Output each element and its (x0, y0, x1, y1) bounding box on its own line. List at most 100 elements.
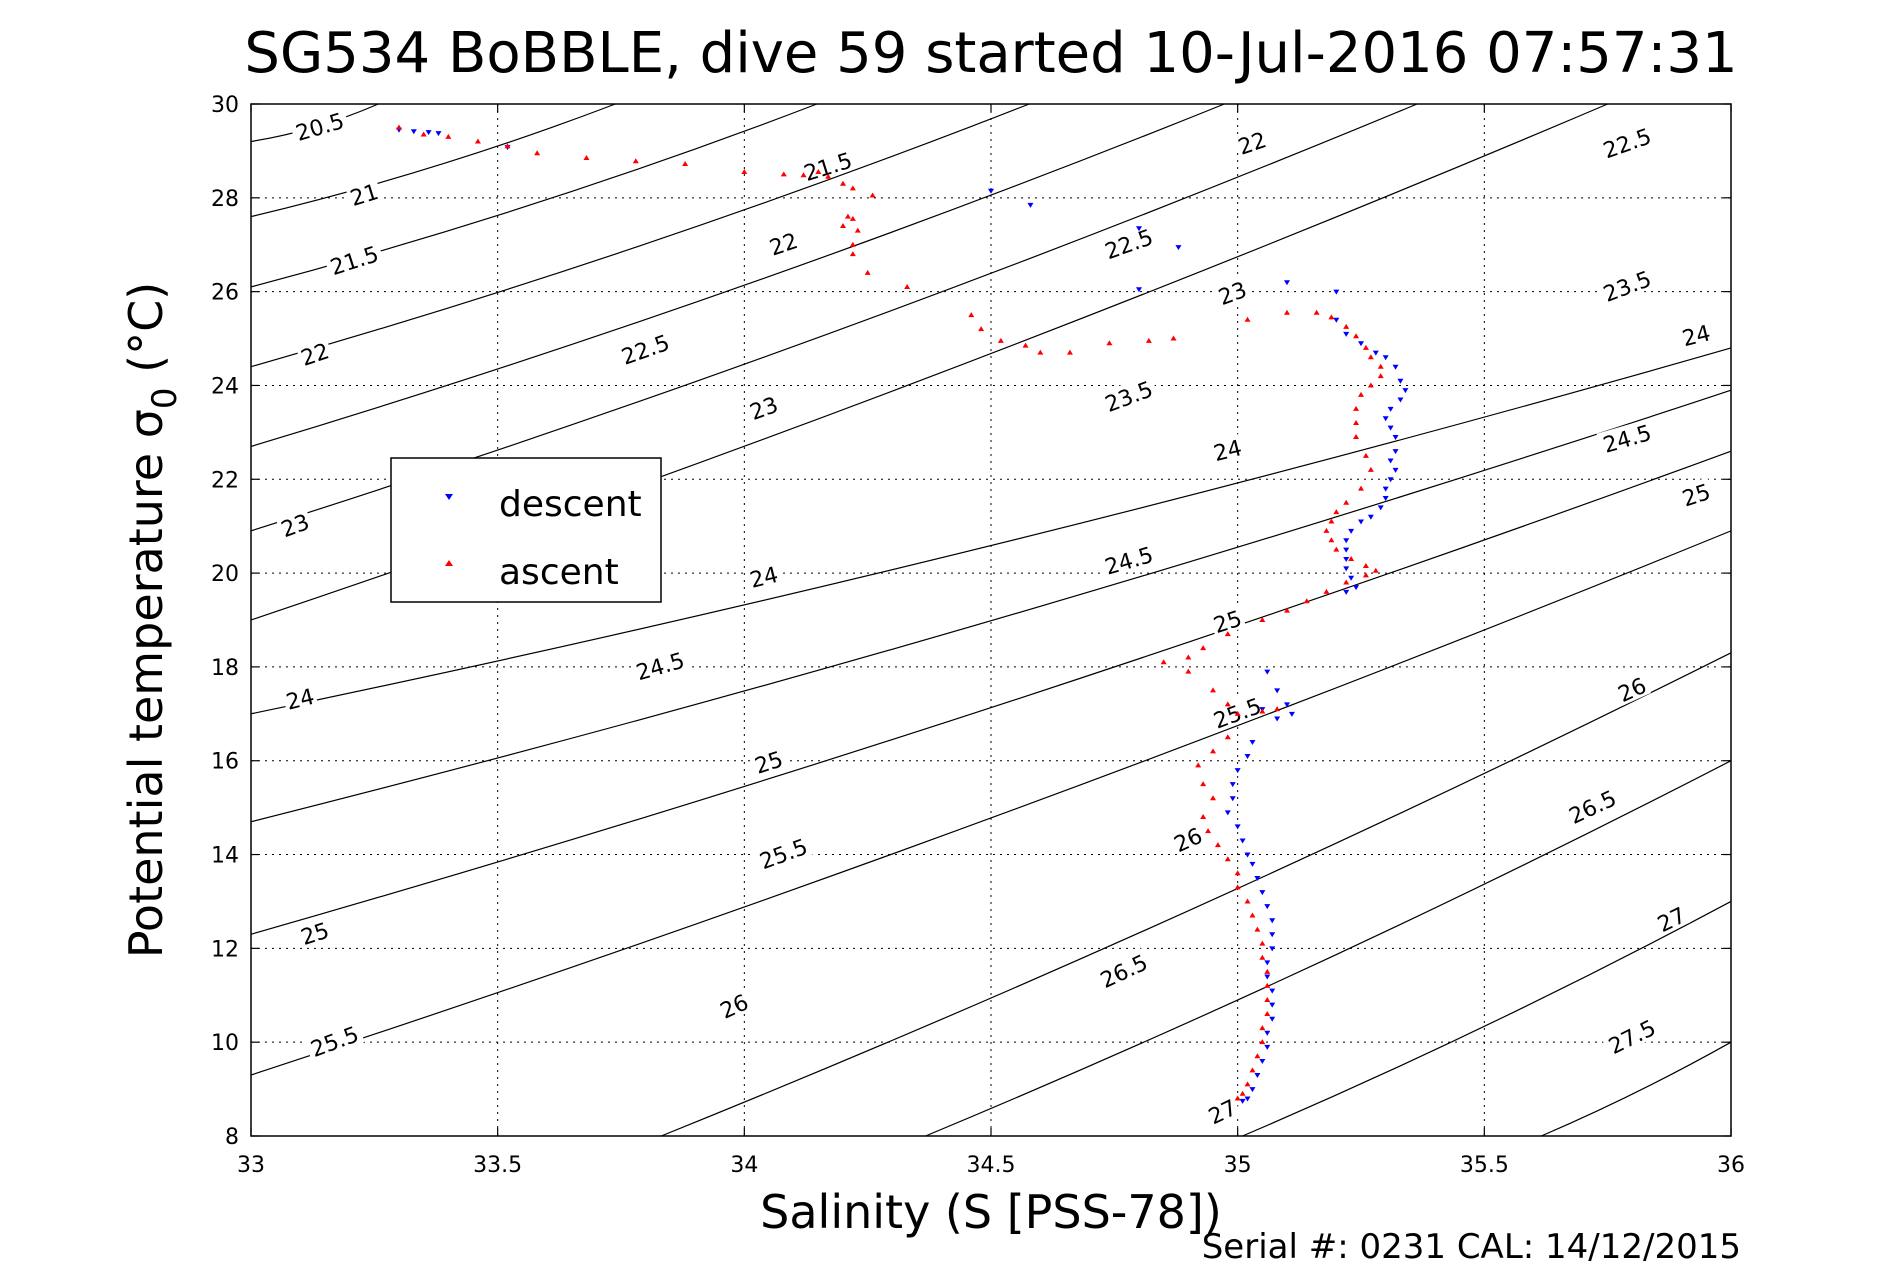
contour-label-bg (1212, 275, 1252, 309)
x-tick-label: 33 (237, 1153, 265, 1178)
ascent-point (1372, 567, 1379, 573)
ascent-point (1170, 335, 1177, 341)
descent-point (1392, 449, 1399, 455)
ascent-point (682, 161, 689, 167)
descent-point (1234, 768, 1241, 774)
descent-point (1397, 378, 1404, 384)
y-axis-label-unit: (°C) (119, 282, 173, 388)
descent-point (410, 129, 417, 135)
descent-point (1397, 397, 1404, 403)
ascent-point (1224, 734, 1231, 740)
ascent-point (800, 172, 807, 178)
descent-point (1259, 1058, 1266, 1064)
ascent-point (396, 124, 402, 130)
descent-point (1372, 350, 1379, 356)
legend-marker-ascent (445, 560, 453, 566)
ascent-point (780, 171, 787, 177)
descent-point (1239, 838, 1246, 844)
x-tick-label: 34 (730, 1153, 758, 1178)
descent-point (1264, 960, 1271, 966)
descent-point (1249, 1087, 1256, 1093)
ascent-point (968, 312, 975, 318)
descent-point (1229, 796, 1236, 802)
ascent-point (534, 150, 541, 156)
descent-point (1254, 1073, 1261, 1079)
descent-point (1392, 467, 1399, 473)
descent-point (1269, 1016, 1276, 1022)
contour-label-bg (1208, 433, 1246, 465)
ascent-point (1224, 701, 1231, 707)
ascent-point (825, 173, 832, 179)
descent-point (1367, 514, 1374, 520)
ascent-point (1362, 452, 1369, 458)
descent-point (1348, 575, 1355, 581)
ascent-point (1343, 323, 1350, 329)
plot-area (251, 104, 1731, 1136)
contour-line (1242, 900, 1732, 1137)
contour-label-bg (1561, 783, 1623, 829)
ascent-point (1210, 795, 1216, 801)
ascent-point (1210, 748, 1216, 754)
contour-label-bg (275, 507, 314, 542)
y-tick-label: 12 (211, 937, 239, 962)
contour-label-bg (295, 336, 334, 370)
ascent-point (1343, 499, 1350, 505)
contour-label-bg (295, 916, 334, 949)
y-tick-label: 26 (211, 281, 239, 306)
legend-marker-descent (445, 494, 453, 500)
contour-line (250, 347, 1732, 715)
contour-line (250, 103, 1225, 448)
descent-point (1264, 669, 1271, 675)
legend-label-ascent: ascent (499, 552, 619, 593)
ascent-point (849, 251, 856, 257)
descent-point (1382, 355, 1389, 361)
contour-label-bg (629, 645, 691, 685)
contour-label-bg (1208, 604, 1247, 637)
contour-line (925, 760, 1732, 1137)
x-tick-label: 36 (1717, 1153, 1745, 1178)
contour-label-bg (281, 682, 319, 714)
contour-line (661, 652, 1732, 1137)
contour-label-bg (1596, 418, 1658, 457)
axis-ticks: 33 33.5 34 34.5 35 35.5 36 8 10 12 14 16 18 20 22 24 26 2… (211, 93, 1745, 1178)
descent-point (1284, 702, 1290, 708)
ascent-point (1323, 588, 1330, 594)
contour-label-bg (1167, 821, 1208, 857)
ascent-point (1377, 363, 1384, 369)
contour-line (250, 389, 1732, 823)
contour-line (250, 103, 1030, 368)
ascent-point (1234, 1095, 1241, 1101)
descent-point (1136, 226, 1142, 232)
ascent-point (1377, 373, 1384, 379)
ascent-point (1323, 527, 1330, 533)
descent-point (1269, 946, 1276, 952)
y-tick-label: 20 (211, 562, 239, 587)
contour-label-bg (1611, 671, 1652, 707)
descent-point (1343, 566, 1350, 572)
contour-label-bg (1097, 374, 1159, 417)
y-tick-label: 8 (225, 1125, 239, 1150)
descent-point (1244, 754, 1251, 760)
legend: descent ascent (390, 457, 662, 603)
ascent-point (1214, 842, 1221, 848)
ascent-point (1185, 654, 1192, 660)
ascent-point (1313, 309, 1320, 315)
contour-line (250, 103, 616, 218)
descent-point (1358, 519, 1364, 525)
contour-label-bg (764, 226, 803, 260)
ascent-point (978, 326, 985, 332)
ascent-point (1353, 333, 1360, 339)
descent-point (1343, 538, 1350, 544)
ascent-point (1264, 968, 1271, 974)
ascent-point (815, 169, 822, 175)
descent-point (1264, 974, 1271, 980)
ascent-point (1348, 556, 1355, 562)
ascent-point (1244, 316, 1251, 322)
ascent-point (420, 131, 427, 137)
ascent-point (1353, 405, 1360, 411)
ascent-point (504, 143, 511, 149)
contour-line (250, 530, 1732, 1076)
descent-point (1343, 557, 1350, 563)
ascent-point (1362, 344, 1369, 350)
descent-point (1264, 1044, 1271, 1050)
